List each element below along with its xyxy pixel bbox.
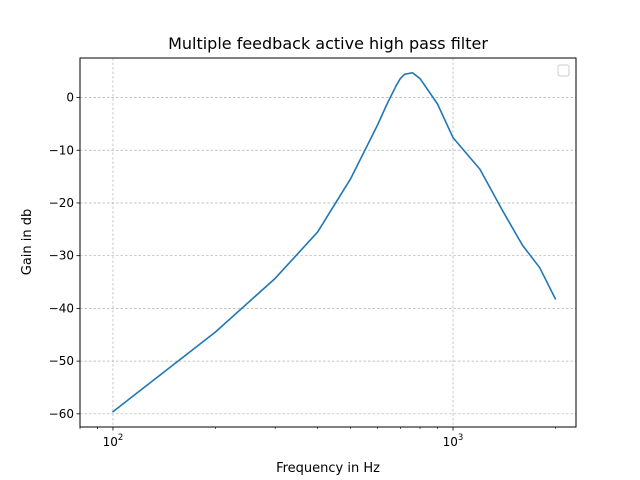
series-layer: [112, 71, 557, 413]
y-axis-label: Gain in db: [20, 209, 35, 276]
x-tick-base: 10: [443, 435, 458, 449]
y-tick-label: −50: [49, 354, 74, 368]
y-tick-label: −60: [49, 407, 74, 421]
grid: [80, 58, 576, 427]
x-tick-label: 103: [443, 433, 464, 449]
y-tick-label: −20: [49, 196, 74, 210]
x-tick-label: 102: [103, 433, 124, 449]
y-tick-label: −30: [49, 249, 74, 263]
legend-box: [557, 64, 570, 77]
x-axis-label: Frequency in Hz: [276, 461, 380, 476]
y-tick-label: −40: [49, 301, 74, 315]
x-tick-exponent: 2: [118, 433, 123, 443]
x-tick-base: 10: [103, 435, 118, 449]
y-tick-label: 0: [66, 91, 74, 105]
plot-frame: [79, 57, 577, 428]
y-tick-label: −10: [49, 143, 74, 157]
chart-title: Multiple feedback active high pass filte…: [168, 34, 488, 53]
gain-series-line: [112, 71, 557, 413]
x-tick-exponent: 3: [458, 433, 463, 443]
